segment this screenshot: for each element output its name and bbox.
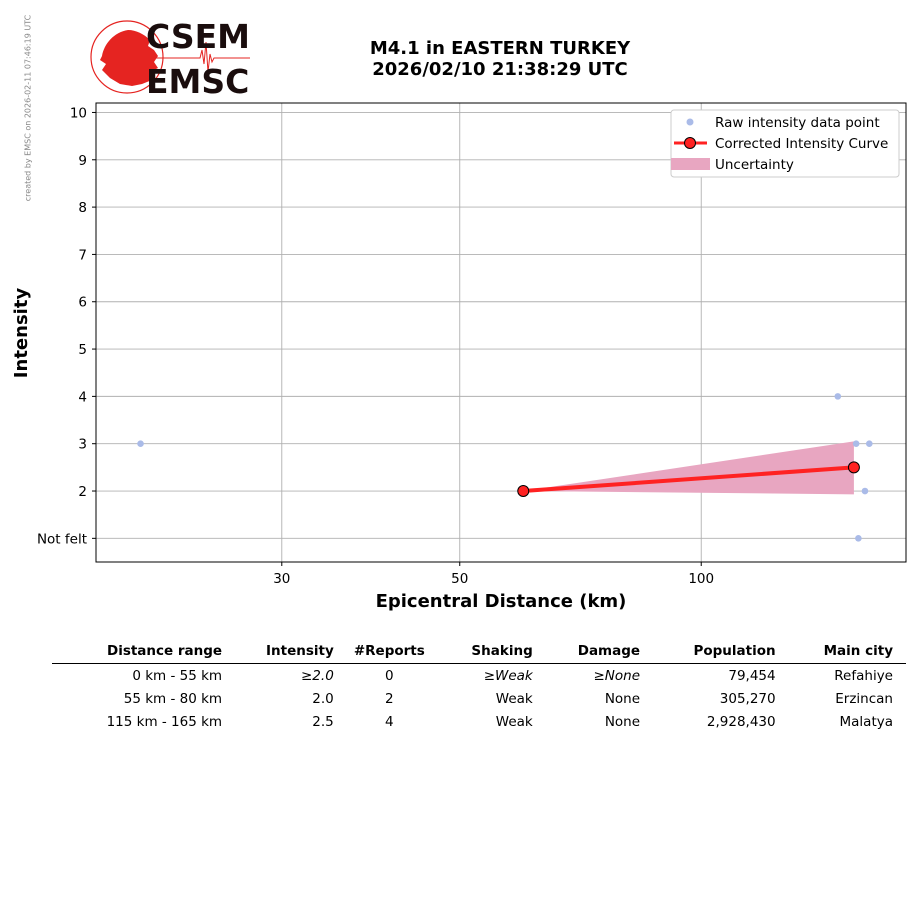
table-row: 115 km - 165 km 2.5 4 Weak None 2,928,43…	[52, 710, 906, 733]
cell-reports: 4	[385, 714, 394, 730]
cell-intensity: 2.5	[312, 714, 334, 730]
logo-europe-map	[100, 30, 158, 86]
x-tick-label: 100	[688, 571, 714, 587]
raw-data-point	[865, 440, 873, 448]
legend-box	[670, 109, 900, 178]
intensity-chart: Not felt 2 3 4 5 6 7 8 9 10 30 50 100 Epicentral Dis…	[11, 102, 907, 612]
cell-damage: None	[604, 714, 641, 730]
header-main-city: Main city	[788, 640, 906, 664]
raw-data-point	[852, 440, 860, 448]
uncertainty-layer	[523, 441, 854, 495]
legend: Raw intensity data point Corrected Inten…	[670, 109, 900, 178]
y-tick-label: 9	[78, 153, 87, 169]
cell-shaking: Weak	[495, 714, 533, 730]
y-tick-label: 5	[78, 342, 87, 358]
emsc-logo: CSEM EMSC	[90, 17, 250, 100]
y-tick-label: 3	[78, 437, 87, 453]
cell-reports: 0	[385, 668, 394, 684]
header-shaking: Shaking	[439, 640, 546, 664]
logo-globe-ring	[90, 20, 164, 94]
cell-damage: ≥None	[593, 668, 641, 684]
cell-intensity: ≥2.0	[301, 668, 334, 684]
table-header-row: Distance range Intensity #Reports Shakin…	[52, 640, 906, 664]
logo-top-text: CSEM	[146, 17, 250, 56]
cell-shaking: ≥Weak	[483, 668, 533, 684]
chart-title-block: M4.1 in EASTERN TURKEY 2026/02/10 21:38:…	[300, 38, 700, 80]
raw-points-layer	[137, 393, 873, 542]
y-tick-label: 7	[78, 247, 87, 263]
chart-subtitle: 2026/02/10 21:38:29 UTC	[372, 59, 628, 80]
table-row: 55 km - 80 km 2.0 2 Weak None 305,270 Er…	[52, 687, 906, 710]
y-tick-label: 6	[78, 295, 87, 311]
cell-distance-range: 0 km - 55 km	[132, 668, 223, 684]
table-row: 0 km - 55 km ≥2.0 0 ≥Weak ≥None 79,454 R…	[52, 664, 906, 688]
cell-reports: 2	[385, 691, 394, 707]
legend-uncertainty-label: Uncertainty	[715, 157, 794, 173]
cell-damage: None	[604, 691, 641, 707]
intensity-summary-table: Distance range Intensity #Reports Shakin…	[52, 640, 906, 733]
cell-main-city: Malatya	[839, 714, 894, 730]
cell-population: 305,270	[719, 691, 776, 707]
y-tick-label: 2	[78, 484, 87, 500]
cell-intensity: 2.0	[312, 691, 334, 707]
x-axis-label: Epicentral Distance (km)	[376, 591, 627, 612]
header-population: Population	[653, 640, 789, 664]
curve-layer	[517, 461, 860, 498]
x-tick-label: 30	[273, 571, 290, 587]
raw-data-point	[137, 440, 144, 448]
legend-raw-label: Raw intensity data point	[715, 115, 880, 131]
raw-data-point	[834, 393, 842, 400]
cell-distance-range: 115 km - 165 km	[106, 714, 223, 730]
header-damage: Damage	[545, 640, 654, 664]
header-intensity: Intensity	[235, 640, 339, 664]
y-tick-label: 4	[78, 389, 87, 405]
logo-seismogram	[148, 41, 250, 73]
curve-point	[847, 461, 860, 474]
cell-population: 79,454	[728, 668, 776, 684]
legend-curve-marker	[684, 137, 696, 149]
x-tick-label: 50	[451, 571, 468, 587]
raw-data-point	[861, 487, 869, 495]
chart-title: M4.1 in EASTERN TURKEY	[369, 38, 631, 59]
cell-shaking: Weak	[495, 691, 533, 707]
header-reports: #Reports	[338, 640, 440, 664]
legend-curve-label: Corrected Intensity Curve	[715, 136, 888, 152]
cell-distance-range: 55 km - 80 km	[123, 691, 223, 707]
curve-point	[517, 485, 530, 498]
axis-ticks: Not felt 2 3 4 5 6 7 8 9 10 30 50 100	[37, 105, 714, 587]
y-tick-label: Not felt	[37, 531, 87, 547]
cell-main-city: Erzincan	[835, 691, 893, 707]
logo-bottom-text: EMSC	[146, 62, 249, 100]
legend-raw-marker	[686, 118, 694, 126]
corrected-curve-line	[523, 465, 855, 494]
y-tick-label: 10	[70, 105, 87, 121]
y-axis-label: Intensity	[11, 288, 32, 379]
y-tick-label: 8	[78, 200, 87, 216]
cell-population: 2,928,430	[706, 714, 776, 730]
raw-data-point	[855, 535, 862, 542]
legend-uncertainty-swatch	[671, 158, 710, 170]
uncertainty-band	[523, 441, 854, 495]
cell-main-city: Refahiye	[834, 668, 893, 684]
header-distance-range: Distance range	[52, 640, 236, 664]
plot-frame	[95, 102, 907, 563]
